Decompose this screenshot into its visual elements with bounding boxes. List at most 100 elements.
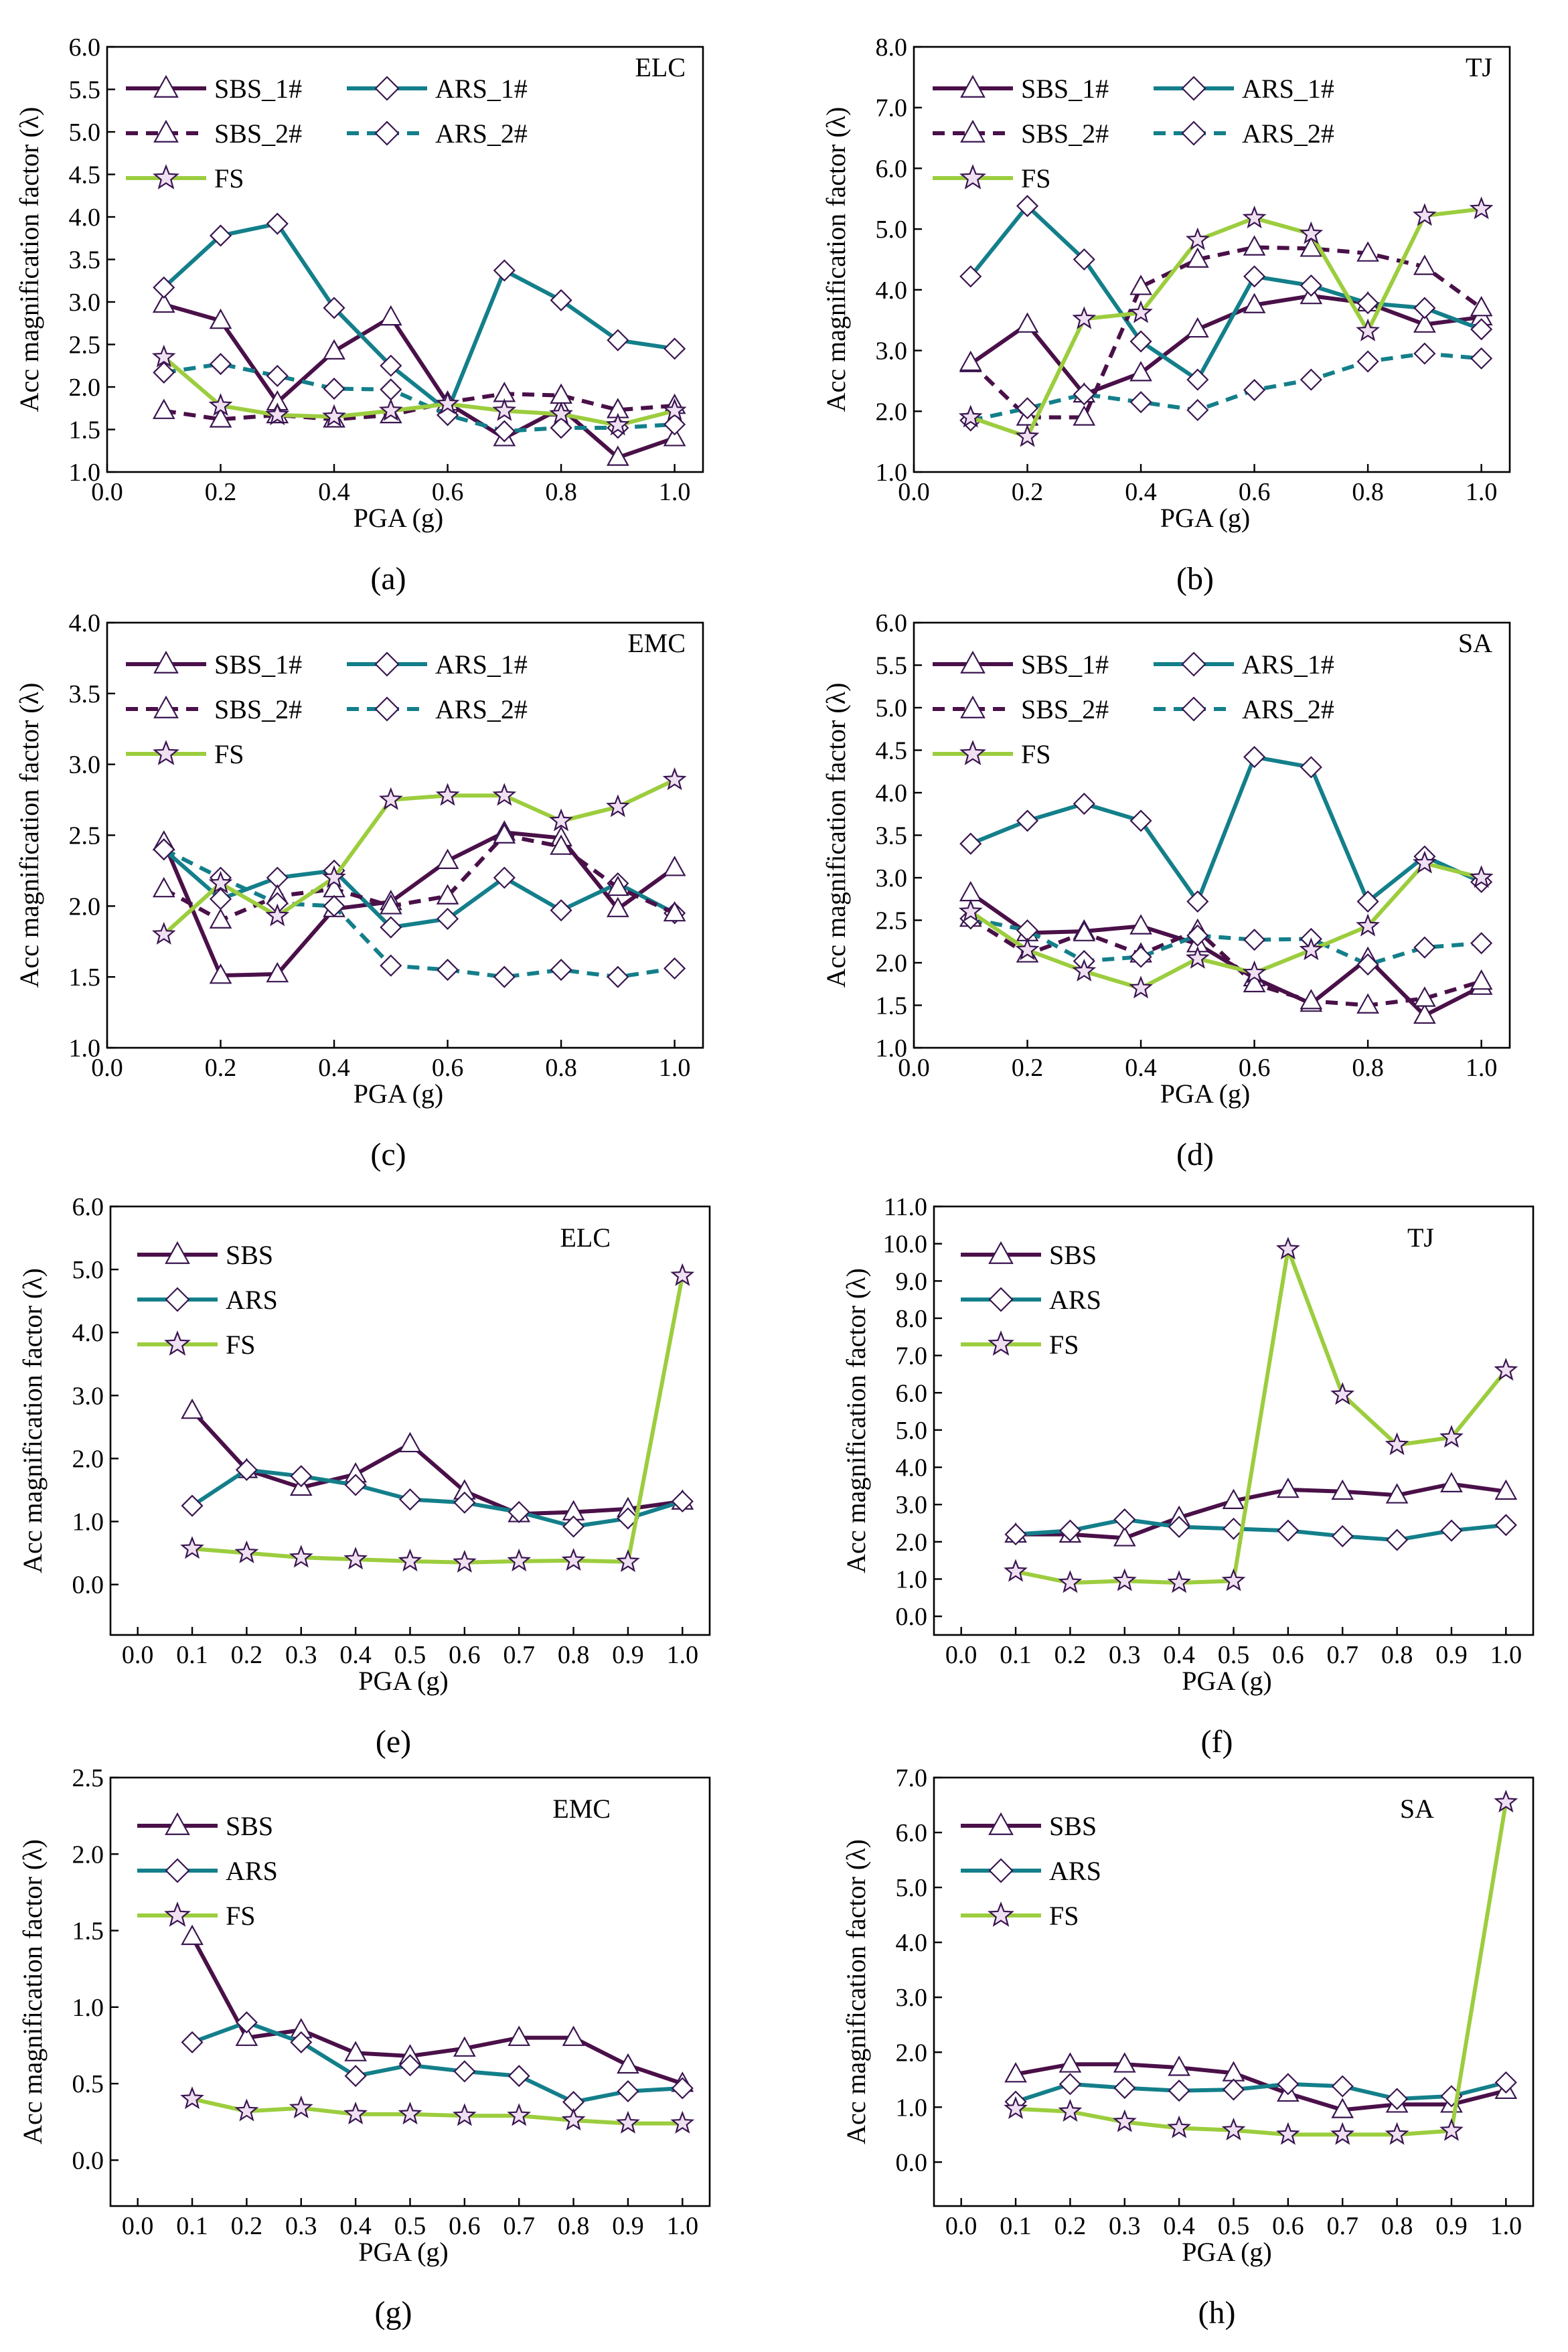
legend-marker [374,696,400,722]
y-tick-label: 4.0 [876,277,908,305]
x-axis: 0.0 0.1 0.2 0.3 0.4 0.5 0.6 0.7 0.8 0.9 1.0 [945,1627,1522,1669]
data-point [378,398,403,421]
plot-frame [913,621,1511,1049]
legend-marker [988,1812,1014,1835]
y-tick-label: 5.0 [876,694,908,722]
data-point [616,1549,640,1573]
x-tick-label: 0.4 [1163,2212,1195,2240]
data-point [662,767,687,791]
chart-panel-h: 0.0 0.1 0.2 0.3 0.4 0.5 0.6 0.7 0.8 0.9 1.0 0.0 1.0 2… [841,1764,1535,2331]
data-point [1058,2099,1083,2122]
x-tick-label: 0.9 [1435,1641,1468,1669]
legend-label: SBS_1# [214,649,302,680]
data-point [1167,2115,1191,2138]
series-line [191,1275,685,1565]
data-point [663,337,686,360]
chart-title: EMC [552,1794,611,1824]
data-point [507,1549,532,1572]
y-tick-label: 0.0 [896,1603,928,1631]
y-axis: 0.0 1.0 2.0 3.0 4.0 5.0 6.0 7.0 [896,1764,942,2177]
x-tick-label: 0.0 [91,1054,123,1082]
data-point [959,265,982,288]
data-point [153,276,175,299]
data-point [266,212,289,235]
y-axis-label: Acc magnification factor (λ) [17,1268,48,1573]
data-point [453,2036,476,2057]
series-line [191,1468,684,1529]
legend-label: ARS [226,1856,278,1886]
data-point [1113,2077,1136,2100]
data-point [1004,1559,1028,1582]
series-line [162,830,676,977]
series-line [1016,1482,1506,1541]
y-tick-label: 1.0 [876,1034,908,1063]
y-tick-label: 2.5 [876,907,908,935]
y-tick-label: 7.0 [896,1342,928,1370]
series-sbs1 [959,283,1493,403]
data-point [670,1263,695,1286]
data-point [209,308,232,329]
data-point [1356,953,1379,976]
legend: SBS ARS FS [961,1240,1101,1360]
legend-marker [960,695,986,718]
x-tick-label: 1.0 [1490,2212,1522,2240]
data-point [1440,1472,1463,1492]
y-tick-label: 4.0 [876,779,908,807]
data-point [322,865,346,888]
x-tick-label: 0.6 [449,2212,481,2240]
x-tick-label: 0.1 [1000,2212,1032,2240]
series-ars1 [153,838,686,939]
data-point [670,2110,695,2134]
data-point [1470,347,1493,370]
series-line [969,917,1482,1008]
x-tick-label: 0.5 [1218,1641,1250,1669]
data-point [1113,1508,1136,1531]
x-tick-label: 0.8 [1352,478,1384,506]
y-tick-label: 2.5 [69,822,101,850]
series-fs [180,1263,695,1573]
data-point [958,898,983,922]
data-point [663,957,686,980]
x-tick-label: 0.6 [432,1054,464,1082]
data-point [209,353,232,376]
y-axis: 0.0 1.0 2.0 3.0 4.0 5.0 6.0 7.0 8.0 9.0 10.0 11.0 [883,1193,942,1631]
data-point [1185,227,1210,250]
legend-marker [153,740,179,765]
data-point [209,407,232,428]
legend-marker [153,74,179,98]
data-point [453,1549,477,1573]
y-tick-label: 5.5 [876,652,908,680]
series-line [162,222,676,413]
data-point [398,2054,422,2077]
data-point [1004,2062,1027,2083]
data-point [1494,1514,1517,1537]
x-tick-label: 0.6 [1272,1641,1304,1669]
data-point [1331,2098,1354,2118]
y-tick-label: 6.0 [876,609,908,637]
x-tick-label: 0.4 [1125,478,1157,506]
chart-panel-e: 0.0 0.1 0.2 0.3 0.4 0.5 0.6 0.7 0.8 0.9 1.0 0.0 1.0 2… [17,1193,711,1759]
y-tick-label: 1.0 [876,459,908,487]
y-tick-label: 1.5 [72,1917,104,1946]
y-axis-label: Acc magnification factor (λ) [821,683,851,988]
y-tick-label: 9.0 [896,1267,928,1296]
data-point [180,1536,204,1559]
data-point [662,398,687,421]
data-point [1413,342,1436,365]
x-tick-label: 0.6 [432,478,464,506]
data-point [1186,368,1209,391]
panel-label: (d) [1176,1137,1214,1172]
legend-label: SBS_2# [214,694,302,724]
data-point [265,402,290,426]
x-tick-label: 0.6 [1239,1054,1271,1082]
data-point [398,1549,422,1572]
y-tick-label: 1.0 [72,1994,104,2022]
data-point [550,289,572,312]
chart-title: TJ [1407,1223,1434,1253]
data-point [1059,2073,1081,2096]
x-tick-label: 0.8 [558,2212,590,2240]
data-point [380,954,402,977]
x-tick-label: 0.0 [898,478,930,506]
legend-label: ARS_1# [1242,649,1334,680]
y-tick-label: 3.0 [896,1491,928,1519]
